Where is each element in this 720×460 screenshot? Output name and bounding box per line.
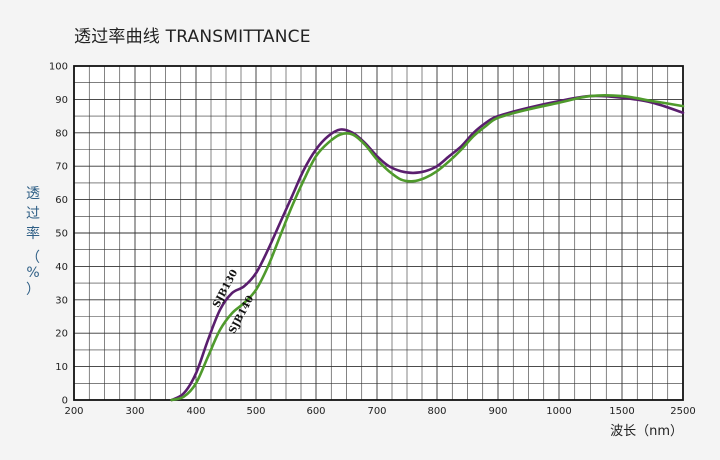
y-axis-label: % [26, 265, 39, 281]
x-tick-label: 2500 [670, 406, 695, 417]
x-tick-label: 300 [125, 406, 144, 417]
x-axis-label: 波长（nm） [610, 424, 683, 439]
chart-title: 透过率曲线 TRANSMITTANCE [74, 27, 311, 47]
x-tick-label: 500 [246, 406, 265, 417]
y-tick-label: 70 [55, 162, 68, 173]
x-tick-label: 400 [186, 406, 205, 417]
y-axis-label: （ [26, 250, 40, 266]
series-line-sjb140 [170, 94, 685, 402]
y-axis-label: ） [26, 282, 40, 298]
x-tick-label: 900 [488, 406, 507, 417]
y-axis-label: 率 [26, 225, 40, 242]
y-tick-label: 50 [55, 229, 68, 240]
y-tick-label: 90 [55, 95, 68, 106]
series-line-sjb130 [170, 94, 685, 402]
x-tick-label: 700 [367, 406, 386, 417]
y-tick-label: 0 [62, 396, 68, 407]
y-tick-label: 30 [55, 295, 68, 306]
y-tick-label: 20 [55, 329, 68, 340]
plot-frame [73, 65, 684, 401]
x-tick-label: 600 [306, 406, 325, 417]
y-axis-label: 过 [26, 206, 40, 222]
x-tick-label: 800 [427, 406, 446, 417]
y-axis-label: 透 [26, 186, 40, 202]
x-tick-label: 1500 [609, 406, 634, 417]
y-tick-label: 40 [55, 262, 68, 273]
y-tick-label: 100 [49, 62, 68, 73]
x-tick-label: 200 [64, 406, 83, 417]
x-tick-label: 1000 [546, 406, 571, 417]
y-tick-label: 80 [55, 128, 68, 139]
y-tick-label: 60 [55, 195, 68, 206]
y-tick-label: 10 [55, 362, 68, 373]
